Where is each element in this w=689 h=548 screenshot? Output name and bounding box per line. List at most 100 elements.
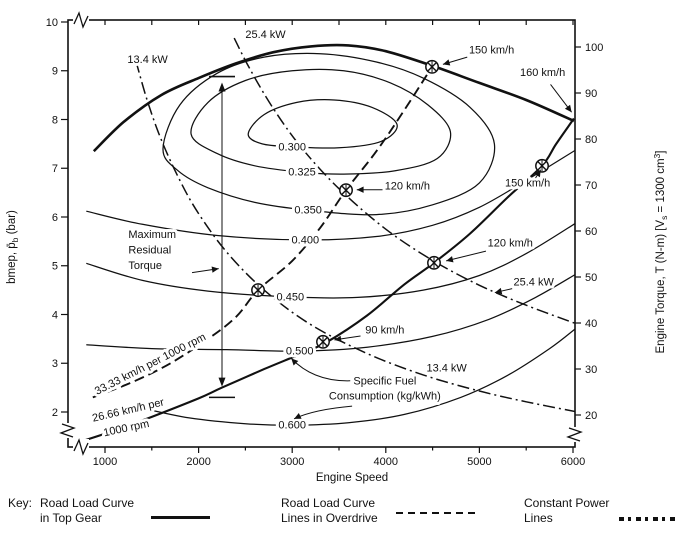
arrowhead [442, 59, 451, 66]
arrowhead [446, 256, 454, 263]
legend-swatch-dashdot-line [619, 517, 679, 521]
x-tick-label: 5000 [467, 456, 491, 468]
legend-entry-line: Road Load Curve [281, 496, 376, 510]
sfc-contour-0.325 [190, 68, 452, 175]
annotation-text: Maximum [128, 229, 176, 241]
sfc-pointer-arrow [293, 405, 353, 420]
annotation-text: 120 km/h [488, 237, 533, 249]
speed-marker [425, 59, 439, 74]
axis-break-gap [73, 439, 89, 449]
speed-marker [316, 334, 330, 349]
sfc-contour-0.350 [162, 52, 496, 216]
contour-label-0.400: 0.400 [292, 234, 320, 246]
sfc-contour-0.300 [247, 99, 398, 149]
y-left-tick-label: 10 [46, 17, 58, 29]
x-tick-label: 4000 [374, 456, 398, 468]
x-tick-label: 2000 [186, 456, 210, 468]
legend-entry-overdrive: Road Load Curve Lines in Overdrive [281, 496, 378, 526]
axis-ticks [61, 20, 581, 453]
curve-road-load-overdrive [92, 66, 433, 399]
arrowhead [356, 186, 364, 193]
legend-entry-constant-power: Constant Power Lines [524, 496, 609, 526]
x-tick-label: 1000 [93, 456, 117, 468]
max-residual-torque-arrow [209, 75, 235, 399]
annotation-text: 33.33 km/h per 1000 rpm [93, 331, 208, 397]
legend-entry-line: Road Load Curve [40, 496, 135, 510]
contour-label-0.325: 0.325 [288, 167, 316, 179]
speed-marker [251, 283, 265, 298]
curve-constant-power-25.4kW [233, 37, 575, 325]
legend-swatch-dashed-line [396, 512, 476, 514]
arrowhead [211, 266, 219, 273]
y-right-tick-label: 30 [585, 364, 597, 376]
annotation-text: Torque [128, 260, 162, 272]
y-left-tick-label: 6 [52, 212, 58, 224]
x-tick-label: 6000 [561, 456, 585, 468]
contour-label-0.450: 0.450 [277, 291, 305, 303]
plot-area [78, 37, 575, 444]
axis-break [73, 438, 89, 456]
y-left-axis-label: bmep, p̄b (bar) [6, 210, 20, 284]
y-left-tick-label: 3 [52, 358, 58, 370]
contour-label-0.350: 0.350 [294, 205, 322, 217]
plot-border [67, 19, 576, 448]
annotation-text: 90 km/h [365, 325, 404, 337]
sfc-contour-0.400 [86, 149, 575, 241]
y-left-tick-label: 7 [52, 163, 58, 175]
axis-break [73, 11, 89, 29]
legend-title: Key: [8, 496, 33, 510]
y-right-tick-label: 80 [585, 134, 597, 146]
legend-entry-line: Lines in Overdrive [281, 511, 378, 525]
sfc-contour-0.600 [137, 328, 575, 426]
annotation-text: 25.4 kW [245, 29, 286, 41]
x-axis-label: Engine Speed [316, 472, 388, 484]
legend-swatch-solid-line [151, 516, 210, 519]
axis-break [566, 427, 583, 442]
y-right-tick-label: 70 [585, 180, 597, 192]
arrowhead [291, 358, 299, 366]
sfc-contour-0.500 [86, 273, 575, 352]
x-tick-label: 3000 [280, 456, 304, 468]
y-left-tick-label: 8 [52, 114, 58, 126]
sfc-pointer-arrow [290, 358, 351, 382]
axis-break [59, 423, 76, 438]
y-left-tick-label: 5 [52, 261, 58, 273]
speed-marker [427, 255, 441, 270]
y-left-tick-label: 9 [52, 66, 58, 78]
annotation-text: 1000 rpm [102, 418, 150, 439]
annotation-text: Specific Fuel [353, 376, 416, 388]
speed-marker [535, 158, 549, 173]
y-right-tick-label: 90 [585, 88, 597, 100]
contour-label-0.300: 0.300 [278, 141, 306, 153]
annotation-arrow [446, 250, 487, 262]
annotation-text: 150 km/h [469, 45, 514, 57]
contour-label-0.500: 0.500 [286, 346, 314, 358]
arrowhead [494, 287, 503, 295]
y-right-tick-label: 20 [585, 410, 597, 422]
annotation-text: 13.4 kW [127, 54, 168, 66]
arrowhead [534, 169, 541, 178]
y-right-tick-label: 40 [585, 318, 597, 330]
arrowhead [564, 104, 572, 113]
y-right-tick-label: 100 [585, 42, 603, 54]
arrowhead [294, 413, 302, 419]
axis-break-gap [73, 12, 89, 22]
curve-max-torque-wot [92, 43, 575, 153]
annotation-text: 13.4 kW [426, 363, 467, 375]
annotation-text: 150 km/h [505, 177, 550, 189]
engine-performance-map-chart: 0.300 0.325 0.350 0.400 0.450 0.500 0.600 13.4 … [6, 11, 669, 484]
annotation-text: 160 km/h [520, 67, 565, 79]
annotation-text: 120 km/h [385, 181, 430, 193]
legend-entry-line: in Top Gear [40, 511, 102, 525]
y-right-tick-label: 50 [585, 272, 597, 284]
sfc-contour-0.450 [86, 222, 575, 299]
annotation-text: Consumption (kg/kWh) [329, 390, 441, 402]
legend-entry-top-gear: Road Load Curve in Top Gear [40, 496, 134, 526]
annotation-text: 26.66 km/h per [91, 396, 166, 424]
y-left-tick-label: 2 [52, 407, 58, 419]
legend-entry-line: Lines [524, 511, 553, 525]
speed-marker [339, 183, 353, 198]
arrowhead [334, 335, 342, 342]
annotation-text: 25.4 kW [514, 276, 555, 288]
